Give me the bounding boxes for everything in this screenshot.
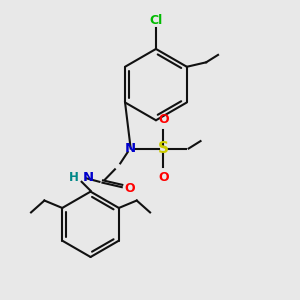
Text: O: O bbox=[125, 182, 135, 195]
Text: S: S bbox=[158, 141, 169, 156]
Text: H: H bbox=[69, 171, 79, 184]
Text: N: N bbox=[82, 171, 94, 184]
Text: Cl: Cl bbox=[149, 14, 163, 27]
Text: N: N bbox=[125, 142, 136, 155]
Text: O: O bbox=[158, 171, 169, 184]
Text: O: O bbox=[158, 112, 169, 126]
